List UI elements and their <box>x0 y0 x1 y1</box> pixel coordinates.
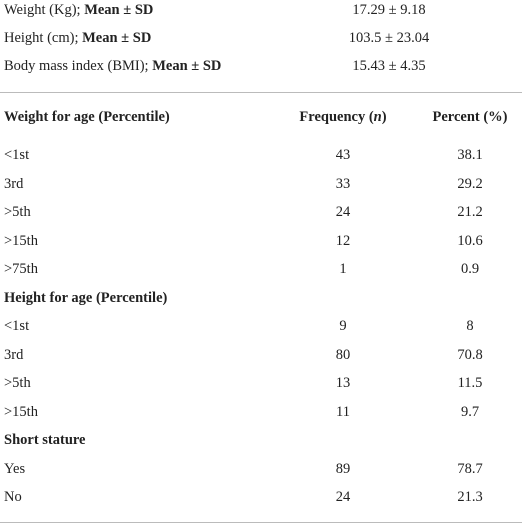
column-header: Frequency (n) <box>299 107 386 127</box>
header-text: Frequency ( <box>299 109 374 125</box>
row-label: Yes <box>4 460 26 477</box>
row-value: 17.29 ± 9.18 <box>352 2 426 18</box>
frequency: 12 <box>335 232 351 249</box>
header-symbol: n <box>373 109 382 125</box>
frequency: 24 <box>335 204 351 220</box>
label-stat: Mean ± SD <box>84 2 154 18</box>
frequency: 9 <box>339 318 347 334</box>
row-label: Height (cm); Mean ± SD <box>4 28 151 48</box>
label-text: Body mass index (BMI); <box>4 58 153 74</box>
row-label: 3rd <box>4 175 24 192</box>
percent: 0.9 <box>460 261 480 277</box>
row-label: >75th <box>4 261 38 277</box>
percent: 21.2 <box>457 204 483 220</box>
percent: 10.6 <box>457 232 483 249</box>
row-label: Weight (Kg); Mean ± SD <box>4 0 153 20</box>
column-header: Weight for age (Percentile) <box>4 109 170 125</box>
percent: 21.3 <box>457 489 483 505</box>
percent: 8 <box>466 318 474 334</box>
frequency: 33 <box>335 175 351 192</box>
rule <box>0 522 522 523</box>
section-heading: Short stature <box>4 432 86 448</box>
frequency: 1 <box>339 261 347 277</box>
frequency: 13 <box>335 375 351 391</box>
row-label: >5th <box>4 204 31 220</box>
label-text: Height (cm); <box>4 30 83 46</box>
row-value: 103.5 ± 23.04 <box>348 30 430 46</box>
row-label: >15th <box>4 403 38 420</box>
frequency: 80 <box>335 346 351 363</box>
percent: 29.2 <box>457 175 483 192</box>
percent: 38.1 <box>457 147 483 163</box>
label-text: Weight (Kg); <box>4 2 85 18</box>
row-label: 3rd <box>4 346 24 363</box>
frequency: 24 <box>335 489 351 505</box>
label-stat: Mean ± SD <box>152 58 222 74</box>
frequency: 11 <box>336 403 350 420</box>
row-label: Body mass index (BMI); Mean ± SD <box>4 56 221 76</box>
frequency: 43 <box>335 147 351 163</box>
percent: 9.7 <box>460 403 480 420</box>
section-heading: Height for age (Percentile) <box>4 289 168 306</box>
percent: 11.5 <box>457 375 483 391</box>
row-label: <1st <box>4 147 30 163</box>
label-stat: Mean ± SD <box>82 30 152 46</box>
percent: 70.8 <box>457 346 483 363</box>
column-header: Percent (%) <box>432 109 508 125</box>
row-label: <1st <box>4 318 30 334</box>
row-value: 15.43 ± 4.35 <box>352 58 426 74</box>
row-label: >5th <box>4 375 31 391</box>
header-text: ) <box>381 109 387 125</box>
row-label: >15th <box>4 232 38 249</box>
percent: 78.7 <box>457 460 483 477</box>
rule <box>0 92 522 93</box>
row-label: No <box>4 489 22 505</box>
frequency: 89 <box>335 460 351 477</box>
